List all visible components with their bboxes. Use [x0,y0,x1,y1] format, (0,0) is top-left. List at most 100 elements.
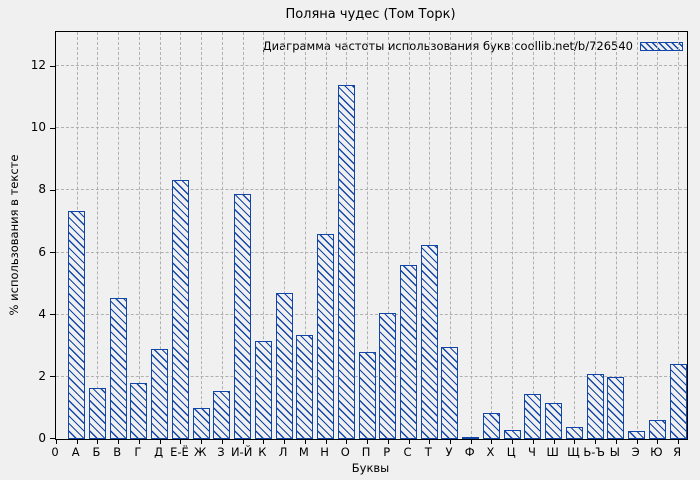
v-gridline [138,32,140,439]
x-tick [56,440,57,444]
x-tick-label: Ю [650,445,663,459]
y-tick-label: 10 [30,120,46,135]
x-tick [678,440,680,444]
x-tick-label: У [445,445,453,459]
h-gridline [56,189,687,191]
bar-Я [669,364,687,439]
h-gridline [56,313,687,315]
v-gridline [449,32,451,439]
v-gridline [408,32,410,439]
x-tick [118,440,120,444]
x-tick-label: Ц [506,445,516,459]
bar-Г [130,383,148,439]
v-gridline [304,32,306,439]
x-tick-label: Х [486,445,495,459]
x-tick-label-origin: 0 [51,445,59,459]
x-tick [221,440,223,444]
x-tick [367,440,369,444]
x-tick-label: Т [424,445,432,459]
bar-Т [420,244,438,439]
v-gridline [636,32,638,439]
x-tick-label: Ш [546,445,559,459]
chart-title: Поляна чудес (Том Торк) [285,7,456,22]
bar-Д [151,348,169,439]
x-tick [512,440,514,444]
x-tick [553,440,555,444]
x-tick [595,440,597,444]
x-tick-label: Р [383,445,391,459]
y-tick-labels: 0 2 4 6 8 10 12 [0,31,50,445]
x-tick-label: М [298,445,309,459]
x-tick-label: Я [673,445,682,459]
bar-А [68,210,86,439]
x-tick-label: Ь-Ъ [583,445,605,459]
h-gridline [56,251,687,253]
bar-Ь-Ъ [586,373,604,439]
v-gridline [201,32,203,439]
x-tick-label: Н [320,445,329,459]
bar-Ч [524,393,542,439]
x-tick [304,440,306,444]
y-tick [50,189,55,191]
x-tick-label: К [258,445,267,459]
plot-area: Диаграмма частоты использования букв coo… [50,31,688,444]
v-gridline [221,32,223,439]
bar-Ю [648,420,666,439]
v-gridline [159,32,161,439]
v-gridline [512,32,514,439]
y-tick-label: 2 [38,368,46,383]
x-tick [138,440,140,444]
bar-В [109,297,127,439]
x-tick [449,440,451,444]
x-tick [242,440,244,444]
bar-С [400,265,417,439]
v-gridline [367,32,369,439]
x-tick [574,440,576,444]
x-tick [180,440,182,444]
x-tick-label: Г [134,445,142,459]
x-tick [636,440,638,444]
x-tick-label: Ы [609,445,620,459]
y-tick [50,376,55,378]
y-tick-label: 6 [38,244,46,259]
bar-У [441,347,459,439]
x-tick-label: Щ [567,445,580,459]
bar-Ф [462,437,480,439]
bar-Л [275,292,293,439]
x-tick [408,440,410,444]
h-gridline [56,127,687,129]
v-gridline [118,32,120,439]
x-tick [429,440,431,444]
x-tick-label: Ч [527,445,536,459]
x-tick [491,440,493,444]
v-gridline [553,32,555,439]
x-tick-label: И-Й [230,445,253,459]
v-gridline [97,32,99,439]
x-tick [346,440,348,444]
x-tick-label: З [217,445,225,459]
v-gridline [595,32,597,439]
v-gridline [263,32,265,439]
bar-З [213,390,231,439]
v-gridline [429,32,431,439]
x-tick [325,440,327,444]
bar-Н [317,233,335,439]
v-gridline [657,32,659,439]
v-gridline [470,32,472,439]
v-gridline [615,32,617,439]
x-tick [97,440,99,444]
x-tick [532,440,534,444]
x-tick-label: П [361,445,371,459]
bar-Ы [607,376,625,439]
x-tick [159,440,161,444]
bar-Р [379,313,397,439]
bar-Х [482,412,500,439]
x-tick [615,440,617,444]
y-tick-label: 0 [38,431,46,445]
x-tick-label: Ф [464,445,475,459]
bar-Щ [565,426,583,439]
x-tick-label: О [340,445,350,459]
bar-Э [628,431,646,439]
bar-О [337,84,355,439]
